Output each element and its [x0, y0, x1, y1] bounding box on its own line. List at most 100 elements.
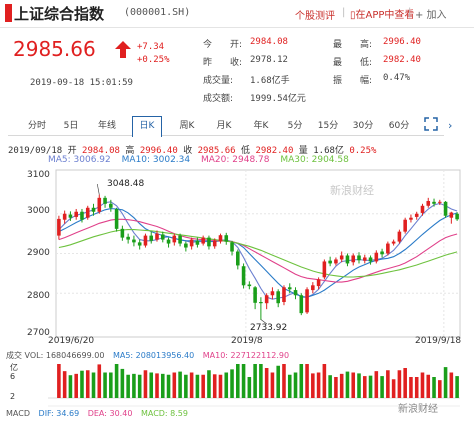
ma20-legend: MA20: 2948.78: [201, 155, 270, 165]
open-in-app-label: 在APP中查看: [355, 10, 415, 21]
candle-body: [287, 287, 292, 290]
candle-pct: 0.25%: [349, 146, 377, 156]
candle-body: [172, 235, 177, 243]
tab-monthly-k[interactable]: 月K: [216, 121, 232, 131]
volume-bar: [455, 376, 459, 398]
volume-bar: [316, 372, 321, 398]
turnover-label: 成交额:: [203, 94, 234, 104]
add-to-watchlist-button[interactable]: + 加入: [415, 10, 447, 21]
sina-finance-watermark-small: 新浪财经: [398, 404, 438, 415]
volume-bar: [74, 373, 78, 398]
tab-60min[interactable]: 60分: [388, 121, 410, 131]
candle-body: [259, 302, 263, 304]
candle-info-line: 2019/09/18 开 2984.08 高 2996.40 收 2985.66…: [8, 143, 376, 156]
stock-review-link[interactable]: 个股测评: [295, 11, 335, 22]
volume-bar: [282, 364, 286, 398]
volume-bar: [293, 372, 298, 398]
volume-bar: [368, 375, 373, 398]
kline-chart[interactable]: [0, 166, 474, 421]
header-separator: |: [408, 7, 412, 18]
volume-bar: [155, 373, 159, 398]
candle-body: [328, 260, 332, 264]
volume-bar: [380, 376, 384, 398]
candle-high-label: 高: [125, 146, 135, 156]
quote-time: 2019-09-18 15:01:59: [30, 78, 133, 88]
candle-close: 2985.66: [197, 146, 236, 156]
volume-bar: [91, 372, 96, 398]
volume-bar: [449, 372, 454, 398]
volume-bar: [247, 377, 252, 398]
candle-body: [322, 261, 327, 278]
y-tick-label: 2700: [27, 328, 50, 338]
candle-body: [270, 291, 275, 296]
turnover-value: 1999.54亿元: [250, 94, 306, 104]
volume-bar: [276, 365, 280, 398]
volume-bar: [160, 373, 165, 398]
volume-bar: [287, 374, 292, 398]
tab-30min[interactable]: 30分: [352, 121, 374, 131]
volume-axis-tick: 2: [10, 392, 16, 401]
candle-body: [426, 201, 431, 206]
candle-body: [403, 219, 407, 232]
ma10-line: [58, 208, 458, 298]
tab-daily-k[interactable]: 日K: [132, 116, 162, 137]
low-value: 2982.40: [383, 55, 421, 65]
sina-finance-watermark: 新浪财经: [330, 184, 374, 197]
candle-vol: 1.68亿: [313, 146, 344, 156]
volume-bar: [438, 380, 442, 398]
volume-value: VOL: 168046699.00: [24, 351, 105, 360]
open-in-app-button[interactable]: ▯在APP中查看: [350, 6, 414, 21]
prev-close-label: 昨 收:: [203, 58, 243, 68]
candle-body: [276, 291, 280, 304]
x-tick-label: 2019/6/20: [48, 336, 95, 346]
candle-body: [386, 243, 390, 254]
macd-section-label: MACD: [6, 409, 30, 418]
ma30-legend: MA30: 2904.58: [280, 155, 349, 165]
volume-bar: [207, 370, 211, 398]
volume-bar: [253, 364, 257, 398]
candle-body: [455, 213, 459, 220]
candle-body: [432, 201, 436, 204]
volume-bar: [334, 377, 338, 398]
fullscreen-icon[interactable]: [424, 117, 438, 131]
candle-body: [414, 213, 419, 217]
candle-vol-label: 量: [298, 146, 308, 156]
chevron-right-icon[interactable]: ›: [448, 119, 453, 132]
candle-low-label: 低: [241, 146, 251, 156]
candle-body: [293, 290, 298, 296]
tab-weekly-k[interactable]: 周K: [179, 121, 195, 131]
volume-bar: [299, 364, 304, 398]
price-change-block: +7.34 +0.25%: [137, 41, 170, 67]
volume-bar: [345, 371, 350, 398]
volume-bar: [362, 376, 367, 398]
tab-intraday[interactable]: 分时: [27, 121, 46, 131]
volume-ma10: MA10: 227122112.90: [202, 351, 290, 360]
candle-body: [80, 211, 84, 220]
tab-yearly-k[interactable]: 年K: [253, 121, 269, 131]
candle-body: [449, 212, 454, 218]
candle-body: [380, 251, 384, 255]
candle-body: [230, 242, 234, 252]
volume-bar: [339, 373, 344, 398]
candle-body: [391, 241, 396, 244]
volume-bar: [85, 370, 90, 398]
tab-5min[interactable]: 5分: [287, 121, 303, 131]
high-pointer: [96, 183, 100, 195]
candle-body: [103, 197, 107, 204]
volume-bar: [432, 377, 436, 398]
amplitude-label: 振 幅:: [333, 76, 373, 86]
volume-ma5: MA5: 208013956.40: [112, 351, 195, 360]
ma-legend: MA5: 3006.92 MA10: 3002.34 MA20: 2948.78…: [48, 155, 349, 165]
arrow-up-icon: [115, 41, 131, 58]
ma5-line: [58, 201, 458, 300]
candle-body: [166, 239, 171, 244]
tab-5day[interactable]: 5日: [63, 121, 79, 131]
header-separator: |: [342, 7, 346, 18]
tab-year-line[interactable]: 年线: [97, 121, 116, 131]
volume-section-label: 成交: [6, 351, 22, 360]
tab-15min[interactable]: 15分: [317, 121, 339, 131]
candle-body: [97, 197, 102, 212]
candle-body: [149, 235, 154, 241]
candle-close-label: 收: [183, 146, 193, 156]
stock-marker-icon: [5, 4, 12, 22]
